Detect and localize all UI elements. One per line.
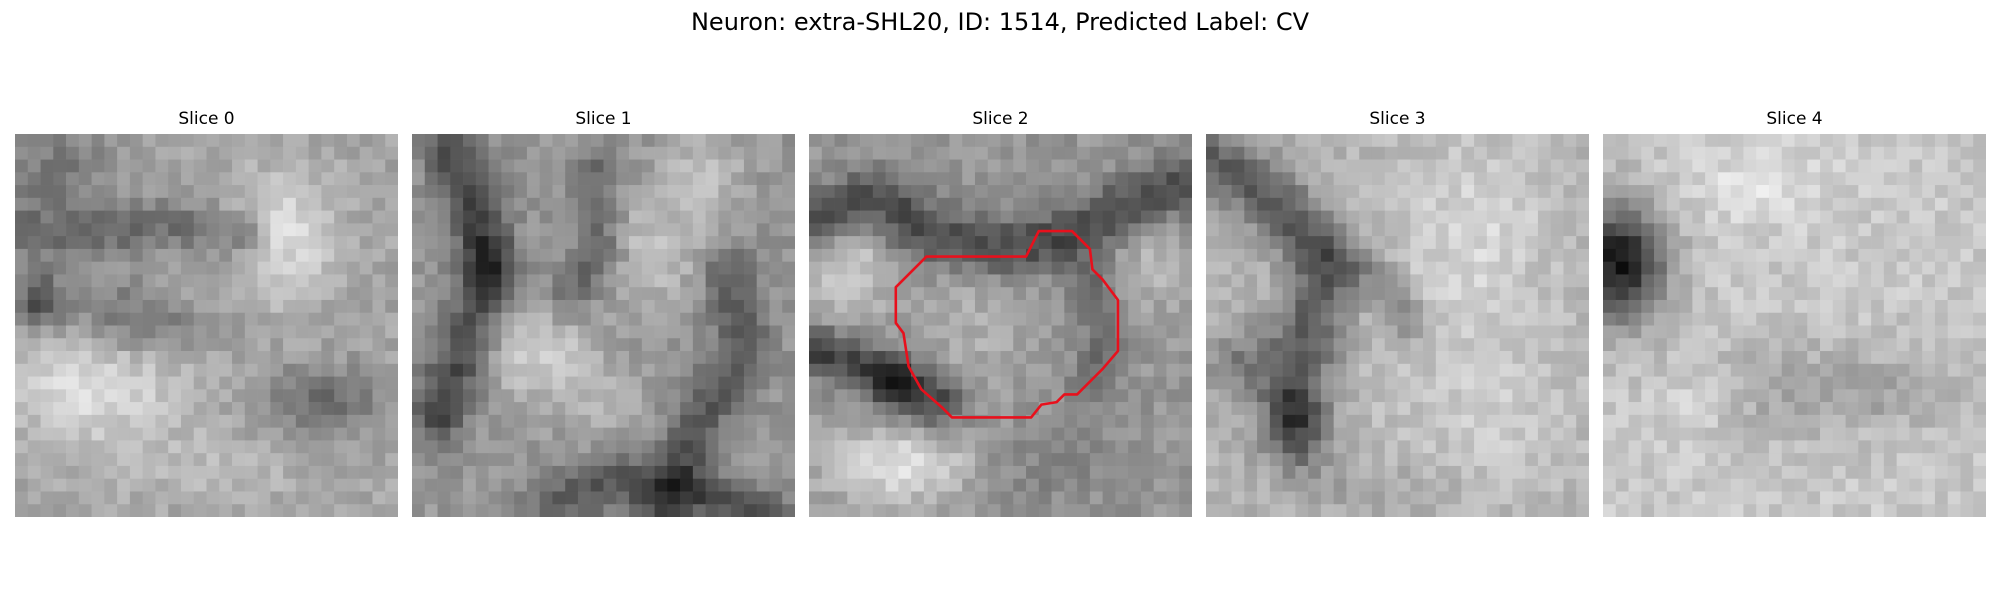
slice-panel-4: Slice 4 — [1603, 108, 1986, 520]
slice-panel-3: Slice 3 — [1206, 108, 1589, 520]
segmentation-contour — [894, 229, 1120, 419]
slice-title: Slice 3 — [1369, 109, 1426, 129]
figure-title: Neuron: extra-SHL20, ID: 1514, Predicted… — [690, 8, 1310, 36]
slice-panel-2: Slice 2 — [809, 108, 1192, 520]
slice-title: Slice 1 — [575, 109, 632, 129]
slice-title: Slice 4 — [1766, 109, 1823, 129]
slice-title: Slice 0 — [178, 109, 235, 129]
slice-image — [412, 134, 795, 517]
slice-image — [1603, 134, 1986, 517]
slice-panel-1: Slice 1 — [412, 108, 795, 520]
slice-image — [809, 134, 1192, 517]
slice-image — [15, 134, 398, 517]
slice-title: Slice 2 — [972, 109, 1029, 129]
slice-panel-0: Slice 0 — [15, 108, 398, 520]
slice-image — [1206, 134, 1589, 517]
